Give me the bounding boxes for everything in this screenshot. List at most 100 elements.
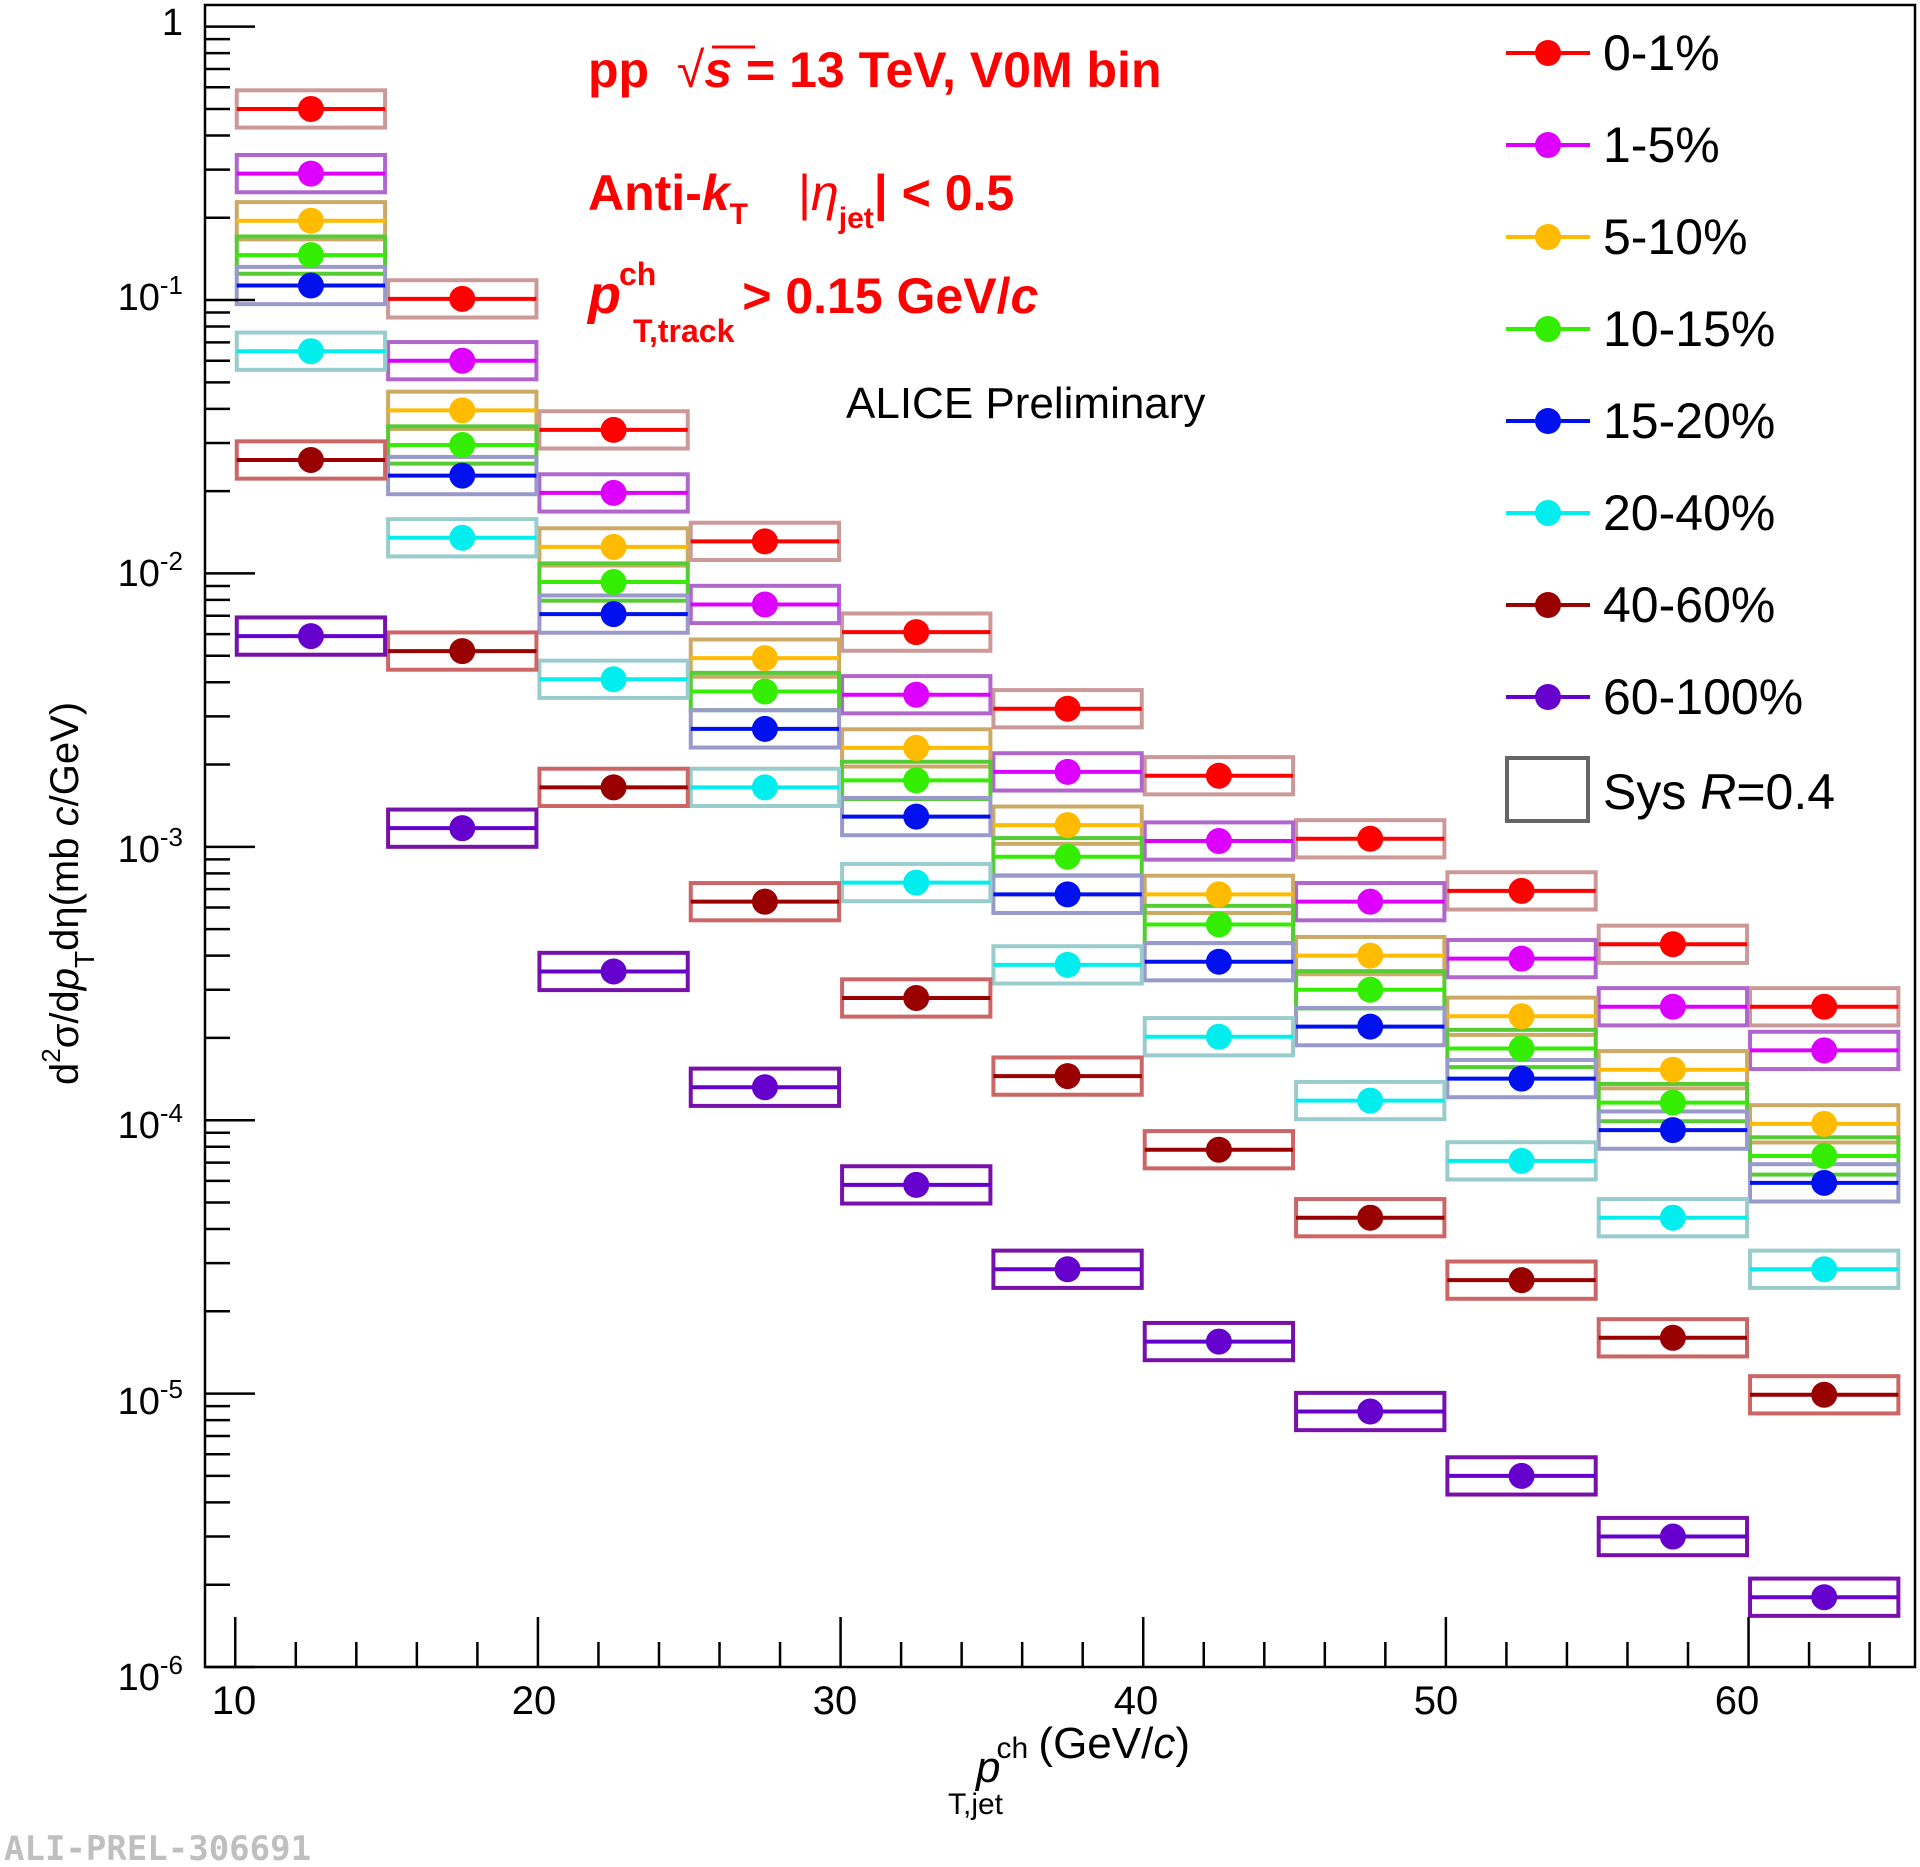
point-40-60-bin-0 [297,446,324,473]
y-tick-labels: 1 10-1 10-2 10-3 10-4 10-5 10-6 [118,2,183,1699]
point-5-10-bin-4 [903,734,930,761]
legend-label-40-60: 40-60% [1603,577,1775,633]
point-20-40-bin-3 [751,774,778,801]
point-60-100-bin-4 [903,1171,930,1198]
point-10-15-bin-5 [1054,843,1081,870]
x-tick-labels: 10 20 30 40 50 60 [212,1679,1760,1723]
legend-entry-40-60: 40-60% [1506,577,1775,633]
point-15-20-bin-0 [297,272,324,299]
point-40-60-bin-8 [1508,1267,1535,1294]
legend-entry-0-1: 0-1% [1506,25,1720,81]
y-tick-label-1: 1 [162,2,183,44]
annotation-energy: pp √s = 13 TeV, V0M bin [588,42,1162,98]
point-40-60-bin-6 [1205,1136,1232,1163]
legend-marker-1-5 [1535,132,1561,158]
point-10-15-bin-7 [1357,976,1384,1003]
point-15-20-bin-4 [903,803,930,830]
point-40-60-bin-5 [1054,1063,1081,1090]
point-5-10-bin-9 [1659,1056,1686,1083]
point-15-20-bin-9 [1659,1117,1686,1144]
legend-entry-15-20: 15-20% [1506,393,1775,449]
y-axis-title: d2σ/dpTdη(mb c/GeV) [36,702,100,1085]
annotation-track-cut-subscript: T,track [633,313,735,349]
point-5-10-bin-8 [1508,1003,1535,1030]
point-0-1-bin-10 [1811,993,1838,1020]
point-60-100-bin-3 [751,1074,778,1101]
legend-label-60-100: 60-100% [1603,669,1803,725]
legend-label-1-5: 1-5% [1603,117,1720,173]
legend-entry-60-100: 60-100% [1506,669,1803,725]
point-0-1-bin-4 [903,619,930,646]
y-tick-label-1e-4: 10-4 [118,1098,183,1147]
point-15-20-bin-2 [600,601,627,628]
point-20-40-bin-1 [449,524,476,551]
point-40-60-bin-7 [1357,1204,1384,1231]
point-1-5-bin-5 [1054,758,1081,785]
legend: 0-1% 1-5% 5-10% 10-15% 15-20% 20-40% [1505,25,1835,823]
point-60-100-bin-0 [297,623,324,650]
legend-marker-10-15 [1535,316,1561,342]
point-0-1-bin-8 [1508,877,1535,904]
annotation-algorithm: Anti-kT |ηjet| < 0.5 [588,165,1014,235]
point-0-1-bin-1 [449,285,476,312]
point-0-1-bin-6 [1205,762,1232,789]
point-0-1-bin-3 [751,528,778,555]
point-5-10-bin-7 [1357,942,1384,969]
point-1-5-bin-2 [600,479,627,506]
x-tick-label-50: 50 [1414,1679,1459,1723]
alice-preliminary-label: ALICE Preliminary [846,379,1205,428]
legend-label-5-10: 5-10% [1603,209,1748,265]
legend-entry-10-15: 10-15% [1506,301,1775,357]
x-axis-ticks [234,1617,1871,1667]
point-20-40-bin-8 [1508,1147,1535,1174]
y-tick-label-1e-2: 10-2 [118,546,183,595]
y-tick-label-1e-3: 10-3 [118,822,183,871]
x-axis-title: pch (GeV/c) [974,1719,1190,1792]
point-1-5-bin-6 [1205,828,1232,855]
footer-id: ALI-PREL-306691 [4,1829,311,1867]
point-15-20-bin-6 [1205,948,1232,975]
point-15-20-bin-10 [1811,1169,1838,1196]
legend-entry-20-40: 20-40% [1506,485,1775,541]
point-60-100-bin-7 [1357,1398,1384,1425]
point-15-20-bin-5 [1054,881,1081,908]
point-40-60-bin-4 [903,984,930,1011]
point-1-5-bin-4 [903,681,930,708]
point-60-100-bin-9 [1659,1523,1686,1550]
legend-marker-5-10 [1535,224,1561,250]
point-15-20-bin-8 [1508,1065,1535,1092]
point-60-100-bin-6 [1205,1328,1232,1355]
point-10-15-bin-10 [1811,1142,1838,1169]
x-tick-label-60: 60 [1715,1679,1760,1723]
y-axis-ticks [205,25,255,1669]
legend-label-0-1: 0-1% [1603,25,1720,81]
point-40-60-bin-1 [449,638,476,665]
point-20-40-bin-2 [600,666,627,693]
point-10-15-bin-9 [1659,1089,1686,1116]
point-20-40-bin-9 [1659,1204,1686,1231]
point-5-10-bin-10 [1811,1110,1838,1137]
point-15-20-bin-1 [449,462,476,489]
point-10-15-bin-6 [1205,911,1232,938]
x-axis-title-subscript: T,jet [948,1788,1004,1821]
point-1-5-bin-1 [449,347,476,374]
point-1-5-bin-9 [1659,993,1686,1020]
point-10-15-bin-2 [600,569,627,596]
point-0-1-bin-2 [600,416,627,443]
point-0-1-bin-7 [1357,825,1384,852]
annotation-track-cut: pch > 0.15 GeV/c [586,256,1038,325]
legend-entry-sys: Sys R=0.4 [1505,756,1835,823]
point-10-15-bin-1 [449,431,476,458]
legend-entry-1-5: 1-5% [1506,117,1720,173]
point-60-100-bin-10 [1811,1584,1838,1611]
point-15-20-bin-3 [751,715,778,742]
point-1-5-bin-0 [297,160,324,187]
point-5-10-bin-0 [297,207,324,234]
x-tick-label-20: 20 [512,1679,557,1723]
legend-sys-box [1505,756,1590,823]
point-0-1-bin-0 [297,95,324,122]
legend-label-10-15: 10-15% [1603,301,1775,357]
point-60-100-bin-1 [449,815,476,842]
point-1-5-bin-3 [751,591,778,618]
legend-label-20-40: 20-40% [1603,485,1775,541]
